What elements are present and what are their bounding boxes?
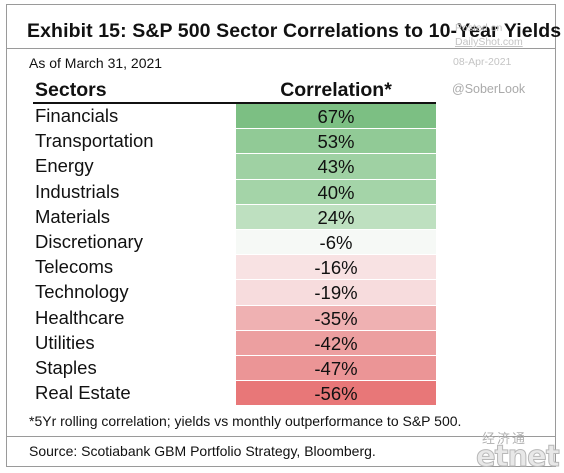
footnote: *5Yr rolling correlation; yields vs mont… (29, 413, 462, 429)
source-note: Source: Scotiabank GBM Portfolio Strateg… (29, 443, 376, 459)
table-row: Real Estate -56% (33, 381, 436, 407)
correlation-value: -56% (236, 381, 436, 406)
table-row: Financials 67% (33, 104, 436, 130)
sector-name: Financials (35, 105, 119, 126)
watermark-posted-on: Posted on (455, 22, 503, 34)
header-underline (33, 102, 436, 104)
as-of-date: As of March 31, 2021 (29, 55, 163, 71)
correlation-value: -6% (236, 229, 436, 255)
table-row: Telecoms -16% (33, 255, 436, 281)
correlation-value: 24% (236, 204, 436, 229)
watermark-date: 08-Apr-2021 (453, 56, 512, 68)
correlation-value: -47% (236, 355, 436, 381)
correlation-value: -35% (236, 305, 436, 330)
table-row: Staples -47% (33, 355, 436, 382)
sector-name: Discretionary (35, 230, 143, 252)
etnet-logo: 经济通 etnet (476, 428, 561, 473)
table-row: Healthcare -35% (33, 305, 436, 331)
table-row: Materials 24% (33, 204, 436, 230)
column-header-correlation: Correlation* (280, 79, 392, 101)
title-divider (6, 48, 556, 49)
sector-name: Industrials (35, 180, 120, 202)
sector-name: Telecoms (35, 256, 114, 278)
correlation-value: 40% (236, 179, 436, 204)
sector-name: Healthcare (35, 306, 125, 328)
sector-name: Staples (35, 356, 97, 378)
table-row: Transportation 53% (33, 129, 436, 155)
correlation-value: 53% (236, 129, 436, 154)
sector-name: Energy (35, 155, 94, 177)
sector-name: Real Estate (35, 382, 131, 404)
table-row: Industrials 40% (33, 179, 436, 205)
sector-name: Utilities (35, 331, 95, 353)
correlation-value: 67% (236, 104, 436, 129)
footer-divider (6, 436, 556, 437)
sector-name: Transportation (35, 130, 154, 152)
column-header-sectors: Sectors (35, 79, 107, 101)
logo-chinese-text: 经济通 (482, 432, 528, 447)
watermark-handle: @SoberLook (452, 82, 526, 96)
correlation-value: -19% (236, 280, 436, 305)
table-row: Utilities -42% (33, 330, 436, 356)
sector-name: Technology (35, 281, 129, 303)
exhibit-frame (6, 4, 556, 467)
watermark-site-link[interactable]: DailyShot.com (455, 36, 523, 48)
correlation-value: -42% (236, 330, 436, 355)
sector-name: Materials (35, 205, 111, 227)
table-row: Technology -19% (33, 280, 436, 306)
logo-wordmark: etnet (476, 439, 561, 473)
exhibit-title: Exhibit 15: S&P 500 Sector Correlations … (27, 20, 562, 42)
table-row: Discretionary -6% (33, 229, 436, 256)
correlation-value: -16% (236, 255, 436, 280)
correlation-table: Financials 67% Transportation 53% Energy 43% I… (33, 104, 436, 407)
table-row: Energy 43% (33, 154, 436, 180)
correlation-value: 43% (236, 154, 436, 179)
